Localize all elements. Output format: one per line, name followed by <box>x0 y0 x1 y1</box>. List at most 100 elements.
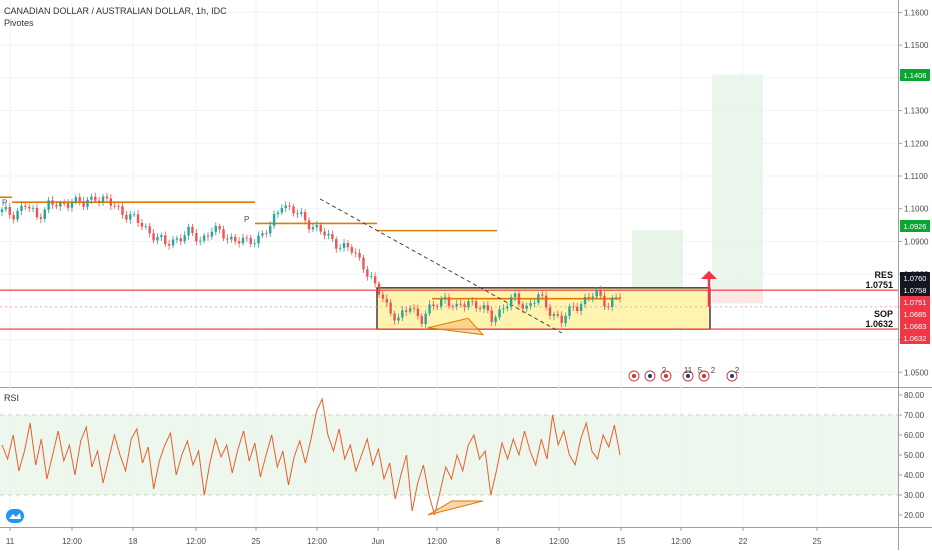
candle-body[interactable] <box>117 206 120 207</box>
candle-body[interactable] <box>78 197 81 202</box>
candle-body[interactable] <box>136 214 140 223</box>
candle-body[interactable] <box>195 233 198 242</box>
candle-body[interactable] <box>171 239 175 246</box>
candle-body[interactable] <box>82 201 85 207</box>
candle-body[interactable] <box>300 212 303 214</box>
candle-body[interactable] <box>451 306 455 308</box>
time-axis[interactable]: 11 12:00 18 12:00 25 12:00 Jun 12:00 8 12:00 15 12:… <box>6 527 822 546</box>
rsi-label[interactable]: RSI <box>4 393 20 403</box>
candle-body[interactable] <box>214 225 217 232</box>
candle-body[interactable] <box>428 304 431 314</box>
target-box-2[interactable] <box>712 74 763 288</box>
candle-body[interactable] <box>377 283 381 295</box>
candle-body[interactable] <box>467 301 470 308</box>
candle-body[interactable] <box>362 257 365 270</box>
price-badge[interactable] <box>900 220 930 232</box>
candle-body[interactable] <box>311 227 315 230</box>
candle-body[interactable] <box>537 294 540 303</box>
candle-body[interactable] <box>284 205 287 209</box>
candle-body[interactable] <box>101 196 105 203</box>
candle-body[interactable] <box>541 294 544 296</box>
candle-body[interactable] <box>455 303 458 307</box>
candle-body[interactable] <box>35 207 39 218</box>
candle-body[interactable] <box>59 202 62 207</box>
candle-body[interactable] <box>319 224 322 232</box>
candle-body[interactable] <box>478 308 482 309</box>
candle-body[interactable] <box>401 310 404 318</box>
risk-box-2[interactable] <box>712 287 763 304</box>
candle-body[interactable] <box>607 306 610 308</box>
candle-body[interactable] <box>51 200 54 205</box>
candle-body[interactable] <box>459 303 462 305</box>
price-badge[interactable] <box>900 332 930 344</box>
candle-body[interactable] <box>132 214 136 216</box>
indicator-label[interactable]: Pivotes <box>4 18 34 28</box>
candle-body[interactable] <box>373 276 377 284</box>
candle-body[interactable] <box>39 217 43 219</box>
candle-body[interactable] <box>436 306 439 307</box>
candle-body[interactable] <box>506 306 509 309</box>
rsi-divergence-shape[interactable] <box>427 500 484 516</box>
candle-body[interactable] <box>148 226 151 234</box>
price-badge[interactable] <box>900 320 930 332</box>
candle-body[interactable] <box>292 206 295 214</box>
candle-body[interactable] <box>202 235 206 241</box>
candle-body[interactable] <box>576 306 579 311</box>
candle-body[interactable] <box>253 243 256 245</box>
candle-body[interactable] <box>405 310 408 312</box>
candle-body[interactable] <box>12 214 15 220</box>
candle-body[interactable] <box>218 225 221 230</box>
candle-body[interactable] <box>568 306 571 316</box>
candle-body[interactable] <box>490 310 493 322</box>
candle-body[interactable] <box>358 253 361 258</box>
candle-body[interactable] <box>43 209 46 219</box>
price-badge[interactable] <box>900 296 930 308</box>
candle-body[interactable] <box>28 206 31 209</box>
candle-body[interactable] <box>307 220 311 230</box>
candle-body[interactable] <box>109 198 113 206</box>
candle-body[interactable] <box>70 202 74 208</box>
candle-body[interactable] <box>66 203 70 208</box>
candle-body[interactable] <box>276 212 280 215</box>
candle-body[interactable] <box>350 247 354 253</box>
candle-body[interactable] <box>354 252 357 254</box>
candle-body[interactable] <box>560 315 563 324</box>
candle-body[interactable] <box>327 233 330 236</box>
candle-body[interactable] <box>486 305 490 311</box>
candle-body[interactable] <box>125 214 128 220</box>
symbol-title[interactable]: CANADIAN DOLLAR / AUSTRALIAN DOLLAR, 1h,… <box>4 6 227 16</box>
candle-body[interactable] <box>393 313 396 321</box>
candle-body[interactable] <box>342 243 346 248</box>
candle-body[interactable] <box>583 296 587 305</box>
candle-body[interactable] <box>222 229 225 239</box>
rsi-line[interactable] <box>1 397 621 516</box>
candle-body[interactable] <box>370 276 373 277</box>
candle-body[interactable] <box>564 315 567 324</box>
candle-body[interactable] <box>183 235 186 242</box>
candle-body[interactable] <box>47 200 50 210</box>
candle-body[interactable] <box>579 304 583 311</box>
candle-body[interactable] <box>0 209 4 212</box>
candle-body[interactable] <box>587 296 591 299</box>
candle-body[interactable] <box>420 316 423 324</box>
candle-body[interactable] <box>20 205 23 211</box>
candle-body[interactable] <box>412 308 416 310</box>
candle-body[interactable] <box>591 296 594 299</box>
candle-body[interactable] <box>241 237 245 244</box>
candle-body[interactable] <box>280 208 284 213</box>
price-badge[interactable] <box>900 69 930 81</box>
candle-body[interactable] <box>288 205 291 207</box>
candle-body[interactable] <box>16 210 19 220</box>
candle-body[interactable] <box>513 293 517 298</box>
candle-body[interactable] <box>346 243 350 248</box>
candle-body[interactable] <box>338 247 342 249</box>
price-badge[interactable] <box>900 284 930 296</box>
candle-body[interactable] <box>249 237 252 244</box>
candle-body[interactable] <box>618 297 622 299</box>
price-axis[interactable]: 1.16001.15001.14001.13001.12001.11001.10… <box>898 8 930 520</box>
candle-body[interactable] <box>296 213 299 215</box>
candle-body[interactable] <box>443 297 447 300</box>
candle-body[interactable] <box>234 236 237 242</box>
candle-body[interactable] <box>552 314 556 316</box>
